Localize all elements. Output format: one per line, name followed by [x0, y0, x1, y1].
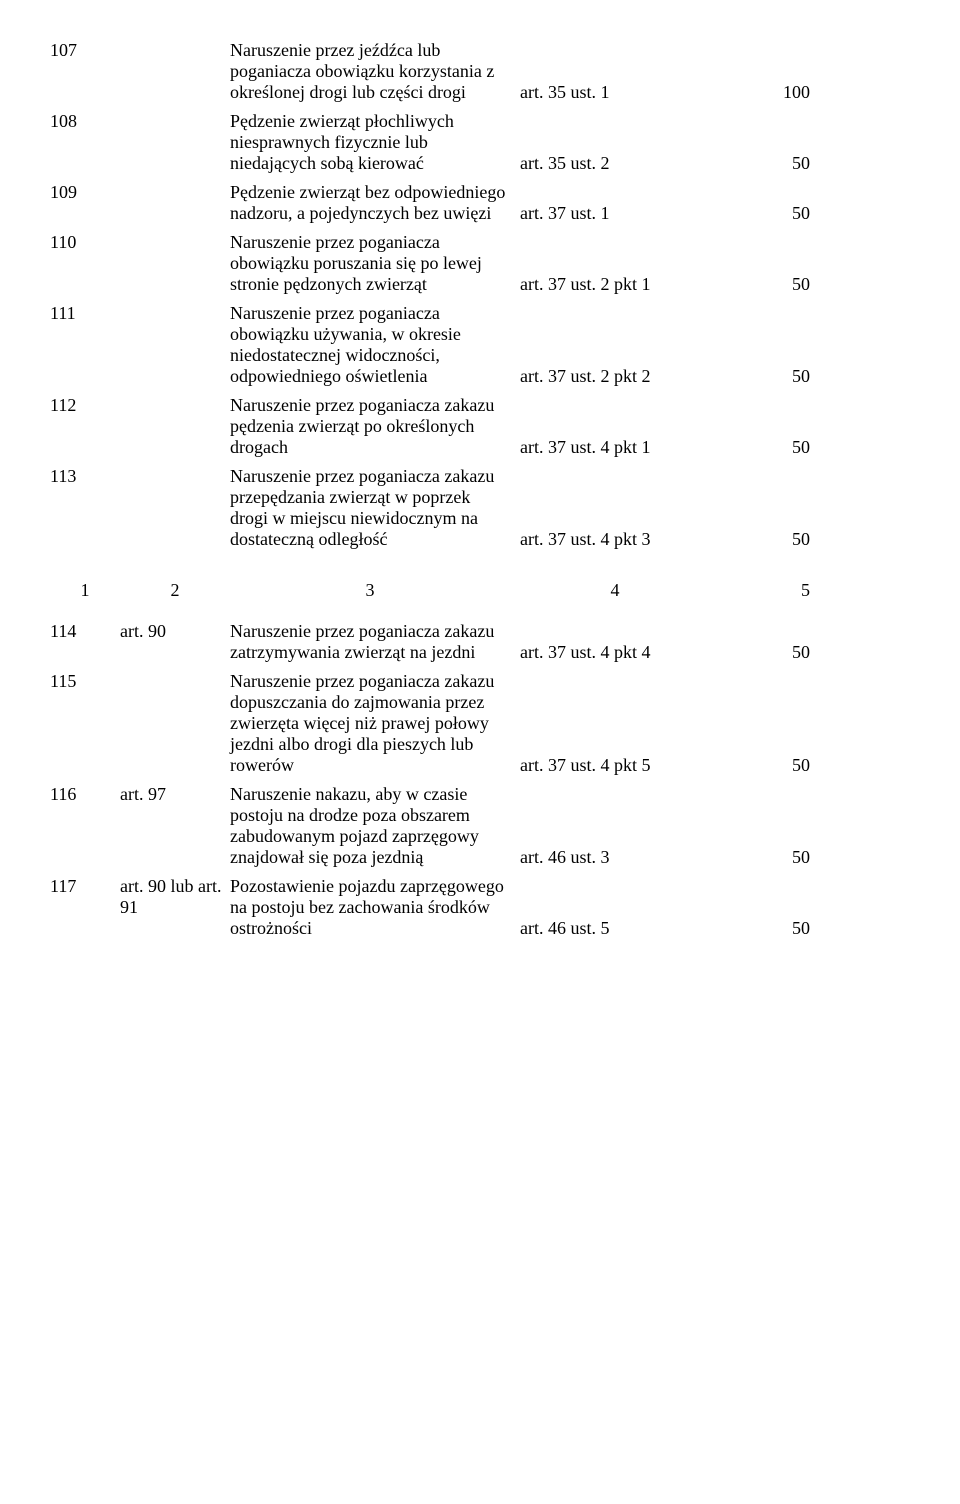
row-reference: art. 35 ust. 2	[520, 153, 710, 174]
header-col-3: 3	[230, 580, 520, 601]
row-description: Naruszenie przez poganiacza zakazu zatrz…	[230, 621, 520, 663]
row-reference: art. 37 ust. 2 pkt 2	[520, 366, 710, 387]
row-reference: art. 37 ust. 2 pkt 1	[520, 274, 710, 295]
table-row: 108 Pędzenie zwierząt płochliwych niespra…	[50, 111, 910, 174]
row-number: 117	[50, 876, 120, 897]
table-row: 115 Naruszenie przez poganiacza zakazu do…	[50, 671, 910, 776]
row-description: Naruszenie przez jeźdźca lub poganiacza …	[230, 40, 520, 103]
table-row: 112 Naruszenie przez poganiacza zakazu pę…	[50, 395, 910, 458]
row-value: 50	[710, 153, 910, 174]
row-description: Pędzenie zwierząt płochliwych niesprawny…	[230, 111, 520, 174]
row-number: 109	[50, 182, 120, 203]
row-reference: art. 46 ust. 5	[520, 918, 710, 939]
row-value: 50	[710, 642, 910, 663]
row-reference: art. 46 ust. 3	[520, 847, 710, 868]
row-number: 111	[50, 303, 120, 324]
row-number: 115	[50, 671, 120, 692]
row-reference: art. 37 ust. 4 pkt 5	[520, 755, 710, 776]
row-number: 108	[50, 111, 120, 132]
row-value: 50	[710, 529, 910, 550]
header-col-1: 1	[50, 580, 120, 601]
row-number: 107	[50, 40, 120, 61]
table-row: 117art. 90 lub art. 91Pozostawienie poja…	[50, 876, 910, 939]
row-reference: art. 37 ust. 4 pkt 3	[520, 529, 710, 550]
table-row: 110 Naruszenie przez poganiacza obowiązku…	[50, 232, 910, 295]
row-value: 50	[710, 366, 910, 387]
row-reference: art. 35 ust. 1	[520, 82, 710, 103]
row-description: Pędzenie zwierząt bez odpowiedniego nadz…	[230, 182, 520, 224]
table-row: 107 Naruszenie przez jeźdźca lub poganiac…	[50, 40, 910, 103]
table-row: 111 Naruszenie przez poganiacza obowiązku…	[50, 303, 910, 387]
row-description: Naruszenie przez poganiacza zakazu przep…	[230, 466, 520, 550]
row-description: Naruszenie przez poganiacza obowiązku po…	[230, 232, 520, 295]
row-description: Naruszenie przez poganiacza obowiązku uż…	[230, 303, 520, 387]
row-code: art. 90	[120, 621, 230, 642]
row-value: 50	[710, 755, 910, 776]
row-value: 100	[710, 82, 910, 103]
row-number: 112	[50, 395, 120, 416]
row-code: art. 97	[120, 784, 230, 805]
table-row: 116art. 97Naruszenie nakazu, aby w czasi…	[50, 784, 910, 868]
row-reference: art. 37 ust. 1	[520, 203, 710, 224]
header-col-2: 2	[120, 580, 230, 601]
table-row: 114art. 90Naruszenie przez poganiacza za…	[50, 621, 910, 663]
table-row: 113 Naruszenie przez poganiacza zakazu pr…	[50, 466, 910, 550]
row-description: Naruszenie nakazu, aby w czasie postoju …	[230, 784, 520, 868]
row-number: 116	[50, 784, 120, 805]
row-description: Naruszenie przez poganiacza zakazu pędze…	[230, 395, 520, 458]
header-row: 1 2 3 4 5	[50, 580, 910, 601]
header-col-4: 4	[520, 580, 710, 601]
row-reference: art. 37 ust. 4 pkt 1	[520, 437, 710, 458]
row-number: 110	[50, 232, 120, 253]
row-number: 113	[50, 466, 120, 487]
row-number: 114	[50, 621, 120, 642]
row-value: 50	[710, 918, 910, 939]
header-col-5: 5	[710, 580, 910, 601]
row-reference: art. 37 ust. 4 pkt 4	[520, 642, 710, 663]
row-description: Pozostawienie pojazdu zaprzęgowego na po…	[230, 876, 520, 939]
table-row: 109 Pędzenie zwierząt bez odpowiedniego n…	[50, 182, 910, 224]
row-description: Naruszenie przez poganiacza zakazu dopus…	[230, 671, 520, 776]
row-value: 50	[710, 847, 910, 868]
row-value: 50	[710, 274, 910, 295]
row-code: art. 90 lub art. 91	[120, 876, 230, 918]
row-value: 50	[710, 203, 910, 224]
row-value: 50	[710, 437, 910, 458]
